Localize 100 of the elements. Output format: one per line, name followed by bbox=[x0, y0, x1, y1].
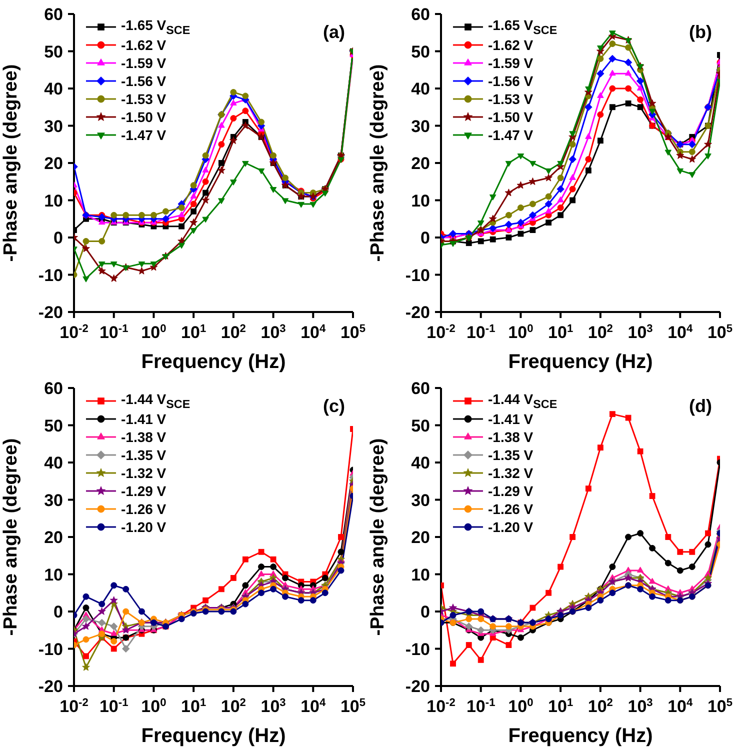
x-tick-label: 10$^{1}$ bbox=[548, 323, 574, 342]
x-tick-label: 10$^{2}$ bbox=[588, 323, 613, 342]
x-tick-label: 10$^{-1}$ bbox=[466, 697, 496, 716]
legend-label: -1.32 V bbox=[121, 465, 166, 481]
x-tick-label: 10$^{2}$ bbox=[220, 697, 246, 716]
annotation: (a) bbox=[323, 22, 345, 43]
x-tick-label: 10$^{0}$ bbox=[508, 323, 534, 342]
x-tick-label: 10$^{3}$ bbox=[628, 697, 653, 716]
y-axis-title: -Phase angle (degree) bbox=[368, 438, 389, 636]
y-tick-label: 60 bbox=[44, 379, 63, 398]
legend-label: -1.29 V bbox=[488, 483, 534, 499]
x-tick-label: 10$^{1}$ bbox=[181, 697, 206, 716]
x-tick-label: 10$^{5}$ bbox=[707, 697, 733, 716]
x-tick-label: 10$^{2}$ bbox=[588, 697, 613, 716]
legend-label: -1.65 V$_{SCE}$ bbox=[488, 17, 558, 37]
y-tick-label: -10 bbox=[405, 640, 430, 659]
legend-label: -1.53 V bbox=[121, 91, 166, 107]
x-tick-label: 10$^{0}$ bbox=[141, 323, 166, 342]
annotation: (b) bbox=[689, 22, 712, 43]
legend-label: -1.29 V bbox=[121, 483, 166, 499]
y-tick-label: 10 bbox=[44, 565, 63, 584]
x-tick-label: 10$^{3}$ bbox=[260, 323, 286, 342]
x-tick-label: 10$^{2}$ bbox=[220, 323, 246, 342]
y-tick-label: -20 bbox=[38, 303, 63, 322]
y-tick-label: 40 bbox=[411, 454, 430, 472]
legend-label: -1.50 V bbox=[488, 109, 534, 125]
y-axis-title: -Phase angle (degree) bbox=[0, 438, 22, 636]
y-tick-label: 50 bbox=[411, 42, 430, 62]
y-tick-label: -10 bbox=[405, 266, 430, 285]
legend-label: -1.26 V bbox=[121, 501, 166, 517]
y-tick-label: -20 bbox=[38, 677, 63, 696]
y-axis-title: -Phase angle (degree) bbox=[368, 64, 389, 262]
legend-label: -1.26 V bbox=[488, 501, 534, 517]
y-tick-label: 30 bbox=[411, 490, 430, 510]
x-axis-title: Frequency (Hz) bbox=[508, 725, 653, 747]
y-tick-label: 60 bbox=[44, 5, 63, 24]
legend-label: -1.47 V bbox=[121, 127, 166, 143]
y-tick-label: 60 bbox=[411, 5, 430, 24]
x-tick-label: 10$^{4}$ bbox=[668, 323, 694, 342]
x-tick-label: 10$^{0}$ bbox=[508, 697, 534, 716]
y-tick-label: -20 bbox=[405, 303, 430, 322]
legend-label: -1.20 V bbox=[121, 519, 166, 535]
x-axis-title: Frequency (Hz) bbox=[141, 351, 286, 373]
x-tick-label: 10$^{5}$ bbox=[707, 323, 733, 342]
legend-label: -1.56 V bbox=[488, 73, 534, 89]
legend-label: -1.62 V bbox=[488, 37, 534, 53]
y-tick-label: 0 bbox=[54, 228, 63, 248]
y-tick-label: 20 bbox=[44, 154, 63, 173]
x-tick-label: 10$^{-1}$ bbox=[99, 323, 128, 342]
y-tick-label: 20 bbox=[411, 154, 430, 173]
legend-label: -1.35 V bbox=[121, 447, 166, 463]
y-tick-label: 0 bbox=[420, 602, 430, 622]
y-tick-label: 50 bbox=[411, 416, 430, 436]
legend-label: -1.59 V bbox=[121, 55, 166, 71]
x-tick-label: 10$^{5}$ bbox=[340, 323, 366, 342]
legend-label: -1.53 V bbox=[488, 91, 534, 107]
x-tick-label: 10$^{-2}$ bbox=[426, 323, 456, 342]
x-tick-label: 10$^{3}$ bbox=[628, 323, 653, 342]
legend-label: -1.35 V bbox=[488, 447, 534, 463]
y-tick-label: 50 bbox=[44, 416, 63, 436]
x-tick-label: 10$^{1}$ bbox=[181, 323, 206, 342]
x-tick-label: 10$^{1}$ bbox=[548, 697, 574, 716]
y-axis-title: -Phase angle (degree) bbox=[0, 64, 22, 262]
y-tick-label: 20 bbox=[44, 528, 63, 547]
y-tick-label: 60 bbox=[411, 379, 430, 398]
y-tick-label: 30 bbox=[411, 116, 430, 136]
legend-label: -1.65 V$_{SCE}$ bbox=[121, 17, 190, 37]
x-tick-label: 10$^{-2}$ bbox=[426, 697, 456, 716]
annotation: (c) bbox=[323, 396, 345, 417]
y-tick-label: 10 bbox=[411, 565, 430, 584]
x-axis-title: Frequency (Hz) bbox=[508, 351, 653, 373]
legend-label: -1.41 V bbox=[488, 411, 534, 427]
y-tick-label: 20 bbox=[411, 528, 430, 547]
y-tick-label: 10 bbox=[411, 191, 430, 210]
x-axis-title: Frequency (Hz) bbox=[141, 725, 286, 747]
x-tick-label: 10$^{0}$ bbox=[141, 697, 166, 716]
legend-label: -1.38 V bbox=[121, 429, 166, 445]
legend-label: -1.56 V bbox=[121, 73, 166, 89]
y-tick-label: 40 bbox=[44, 80, 63, 98]
x-tick-label: 10$^{-1}$ bbox=[99, 697, 128, 716]
legend-label: -1.20 V bbox=[488, 519, 534, 535]
legend-label: -1.50 V bbox=[121, 109, 166, 125]
x-tick-label: 10$^{4}$ bbox=[300, 323, 327, 342]
legend-label: -1.59 V bbox=[488, 55, 534, 71]
y-tick-label: 0 bbox=[420, 228, 430, 248]
x-tick-label: 10$^{-1}$ bbox=[466, 323, 496, 342]
x-tick-label: 10$^{4}$ bbox=[668, 697, 694, 716]
legend-label: -1.62 V bbox=[121, 37, 166, 53]
legend-label: -1.44 V$_{SCE}$ bbox=[121, 391, 190, 411]
x-tick-label: 10$^{-2}$ bbox=[60, 323, 88, 342]
y-tick-label: 40 bbox=[44, 454, 63, 472]
legend-label: -1.38 V bbox=[488, 429, 534, 445]
y-tick-label: -10 bbox=[38, 640, 63, 659]
annotation: (d) bbox=[689, 396, 712, 417]
x-tick-label: 10$^{4}$ bbox=[300, 697, 327, 716]
x-tick-label: 10$^{5}$ bbox=[340, 697, 366, 716]
y-tick-label: 30 bbox=[44, 116, 63, 136]
y-tick-label: 0 bbox=[54, 602, 63, 622]
y-tick-label: 40 bbox=[411, 80, 430, 98]
x-tick-label: 10$^{3}$ bbox=[260, 697, 286, 716]
